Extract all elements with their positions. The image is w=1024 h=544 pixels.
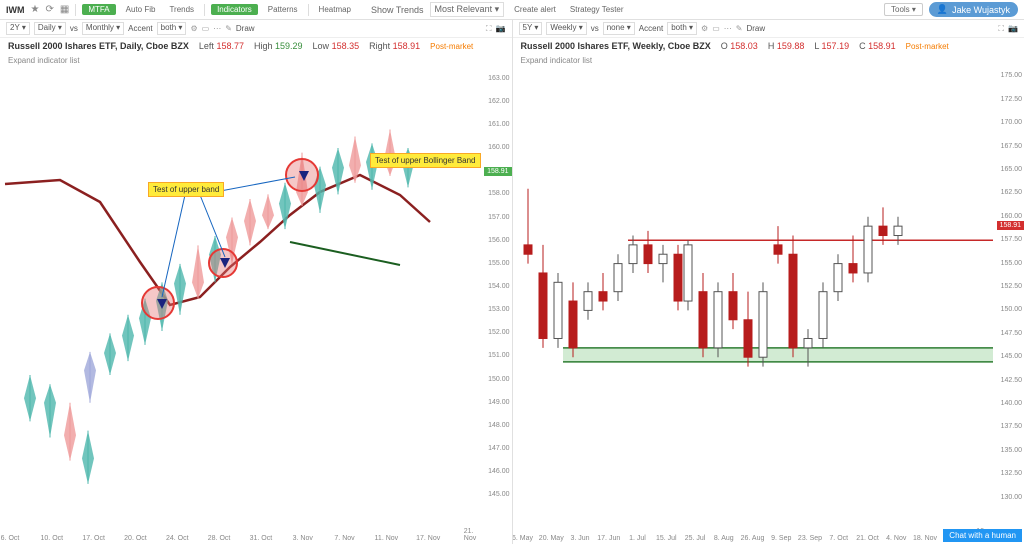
more-icon[interactable]: ⋯: [213, 24, 221, 33]
timeframe-select[interactable]: 2Y ▾: [6, 22, 30, 35]
chart-title: Russell 2000 Ishares ETF, Weekly, Cboe B…: [521, 41, 711, 51]
right-y-axis: 175.00172.50170.00167.50165.00162.50160.…: [994, 67, 1024, 524]
left-x-axis: 6. Oct10. Oct17. Oct20. Oct24. Oct28. Oc…: [0, 530, 482, 544]
camera-icon[interactable]: 📷: [1008, 24, 1018, 33]
expand-indicators-link[interactable]: Expand indicator list: [513, 54, 1024, 67]
chat-button[interactable]: Chat with a human: [943, 529, 1022, 542]
auto-fib-tab[interactable]: Auto Fib: [122, 5, 160, 14]
layers-icon[interactable]: ▭: [712, 24, 720, 33]
compare-select[interactable]: none ▾: [603, 22, 635, 35]
user-badge[interactable]: 👤 Jake Wujastyk: [929, 2, 1018, 17]
post-market-label: Post-market: [906, 42, 949, 51]
expand-indicators-link[interactable]: Expand indicator list: [0, 54, 512, 67]
chart-title: Russell 2000 Ishares ETF, Daily, Cboe BZ…: [8, 41, 189, 51]
post-market-label: Post-market: [430, 42, 473, 51]
right-info-bar: Russell 2000 Ishares ETF, Weekly, Cboe B…: [513, 38, 1024, 54]
close-label: C 158.91: [859, 41, 896, 51]
camera-icon[interactable]: 📷: [496, 24, 506, 33]
strategy-tester-link[interactable]: Strategy Tester: [566, 5, 628, 14]
draw-label[interactable]: Draw: [746, 24, 765, 33]
left-y-axis: 163.00162.00161.00160.00159.00158.00157.…: [482, 67, 512, 524]
show-trends-label: Show Trends: [371, 5, 424, 15]
low-label: L 157.19: [814, 41, 849, 51]
left-panel: 2Y ▾ Daily ▾ vs Monthly ▾ Accent both ▾ …: [0, 20, 513, 544]
both-select[interactable]: both ▾: [667, 22, 697, 35]
gear-icon[interactable]: ⚙: [701, 24, 708, 33]
right-toolbar: 5Y ▾ Weekly ▾ vs none ▾ Accent both ▾ ⚙ …: [513, 20, 1024, 38]
annotation-bollinger[interactable]: Test of upper Bollinger Band: [370, 153, 481, 168]
indicators-button[interactable]: Indicators: [211, 4, 258, 15]
fullscreen-icon[interactable]: ⛶: [998, 24, 1004, 34]
current-price-tag: 158.91: [997, 221, 1024, 230]
pencil-icon[interactable]: ✎: [736, 24, 743, 33]
right-x-axis: 6. May20. May3. Jun17. Jun1. Jul15. Jul2…: [513, 530, 995, 544]
user-name: Jake Wujastyk: [952, 5, 1010, 15]
left-label: Left 158.77: [199, 41, 244, 51]
refresh-icon[interactable]: ⟳: [45, 4, 53, 15]
right-chart-area[interactable]: 175.00172.50170.00167.50165.00162.50160.…: [513, 67, 1024, 544]
vs-label: vs: [70, 24, 78, 33]
left-toolbar: 2Y ▾ Daily ▾ vs Monthly ▾ Accent both ▾ …: [0, 20, 512, 38]
left-chart-svg: [0, 67, 512, 544]
top-bar: IWM ★ ⟳ ▦ MTFA Auto Fib Trends Indicator…: [0, 0, 1024, 20]
interval-select[interactable]: Daily ▾: [34, 22, 66, 35]
trends-tab[interactable]: Trends: [165, 5, 198, 14]
gear-icon[interactable]: ⚙: [190, 24, 197, 33]
pencil-icon[interactable]: ✎: [225, 24, 232, 33]
right-chart-svg: [513, 67, 1024, 544]
mtfa-button[interactable]: MTFA: [82, 4, 115, 15]
grid-icon[interactable]: ▦: [60, 4, 69, 15]
low-label: Low 158.35: [313, 41, 360, 51]
patterns-tab[interactable]: Patterns: [264, 5, 302, 14]
current-price-tag: 158.91: [484, 167, 511, 176]
more-icon[interactable]: ⋯: [724, 24, 732, 33]
both-select[interactable]: both ▾: [157, 22, 187, 35]
accent-label: Accent: [128, 24, 152, 33]
tools-button[interactable]: Tools ▾: [884, 3, 923, 16]
relevance-select[interactable]: Most Relevant ▾: [430, 2, 505, 17]
interval-select[interactable]: Weekly ▾: [546, 22, 586, 35]
compare-select[interactable]: Monthly ▾: [82, 22, 124, 35]
heatmap-tab[interactable]: Heatmap: [315, 5, 355, 14]
panels-container: 2Y ▾ Daily ▾ vs Monthly ▾ Accent both ▾ …: [0, 20, 1024, 544]
divider: [75, 4, 76, 16]
draw-label[interactable]: Draw: [236, 24, 255, 33]
high-label: High 159.29: [254, 41, 303, 51]
open-label: O 158.03: [721, 41, 758, 51]
annotation-upper-band[interactable]: Test of upper band: [148, 182, 224, 197]
create-alert-link[interactable]: Create alert: [510, 5, 560, 14]
user-icon: 👤: [937, 4, 948, 15]
fullscreen-icon[interactable]: ⛶: [486, 24, 492, 34]
accent-label: Accent: [639, 24, 663, 33]
star-icon[interactable]: ★: [31, 4, 40, 15]
ticker-symbol[interactable]: IWM: [6, 5, 25, 15]
divider: [204, 4, 205, 16]
vs-label: vs: [591, 24, 599, 33]
timeframe-select[interactable]: 5Y ▾: [519, 22, 543, 35]
left-chart-area[interactable]: 163.00162.00161.00160.00159.00158.00157.…: [0, 67, 512, 544]
high-label: H 159.88: [768, 41, 805, 51]
layers-icon[interactable]: ▭: [202, 24, 210, 33]
right-panel: 5Y ▾ Weekly ▾ vs none ▾ Accent both ▾ ⚙ …: [513, 20, 1024, 544]
divider: [308, 4, 309, 16]
left-info-bar: Russell 2000 Ishares ETF, Daily, Cboe BZ…: [0, 38, 512, 54]
right-label: Right 158.91: [369, 41, 420, 51]
